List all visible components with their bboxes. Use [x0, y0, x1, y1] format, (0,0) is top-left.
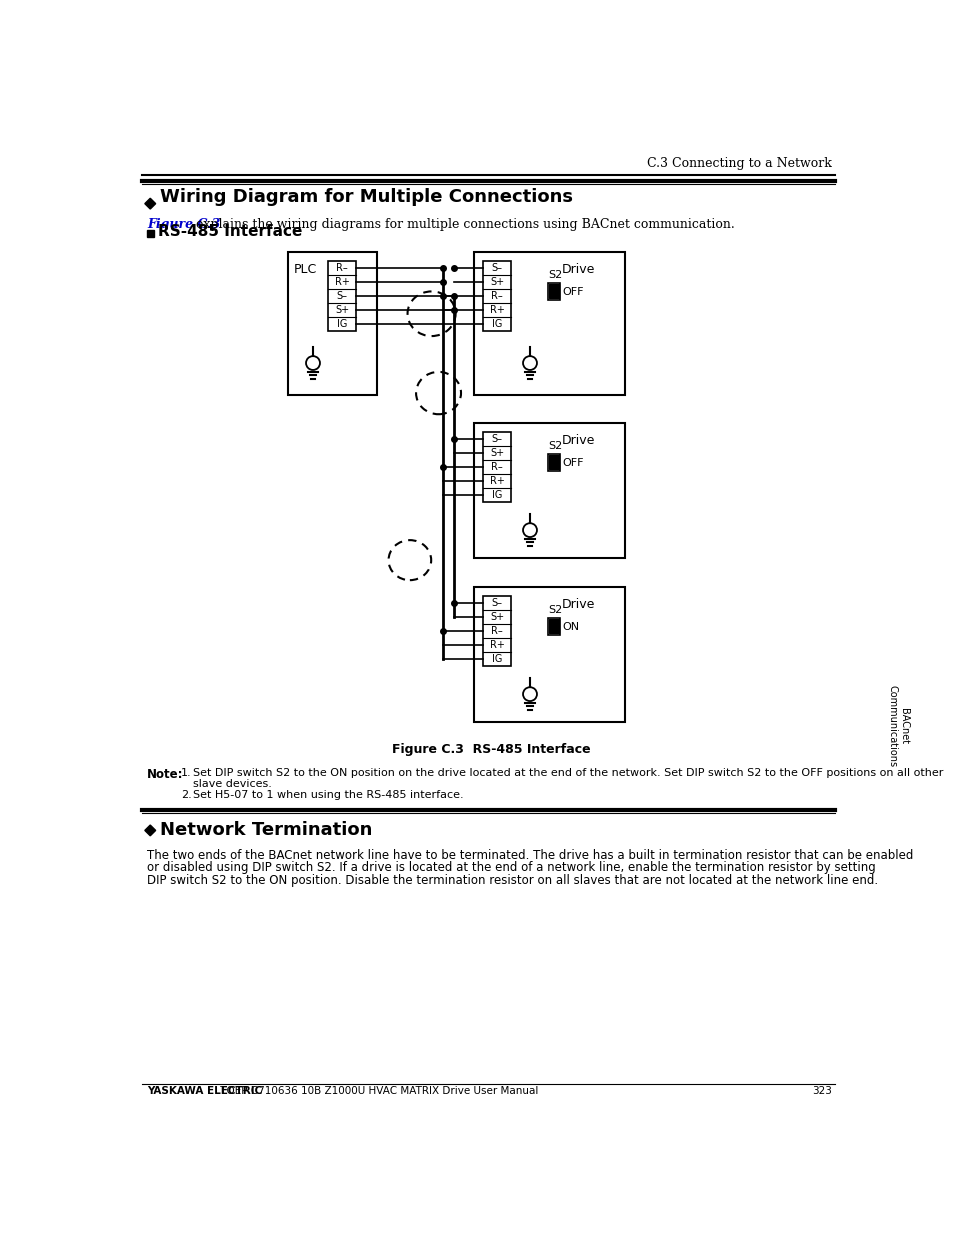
Text: slave devices.: slave devices.: [193, 779, 272, 789]
Text: R+: R+: [489, 305, 504, 315]
Text: RS-485 Interface: RS-485 Interface: [158, 224, 302, 238]
Text: 1.: 1.: [181, 768, 192, 778]
Polygon shape: [145, 825, 155, 836]
Bar: [474, 424, 624, 558]
Text: R–: R–: [491, 626, 502, 636]
Text: R–: R–: [491, 462, 502, 472]
Text: C.3 Connecting to a Network: C.3 Connecting to a Network: [647, 157, 831, 170]
Text: S2: S2: [547, 605, 561, 615]
Text: Figure C.3: Figure C.3: [147, 217, 220, 231]
Text: Note:: Note:: [147, 768, 184, 781]
Bar: [483, 432, 510, 501]
Text: ON: ON: [562, 622, 579, 632]
Text: OFF: OFF: [562, 458, 583, 468]
Text: S–: S–: [336, 291, 347, 301]
Text: BACnet
Communications: BACnet Communications: [887, 685, 908, 767]
Text: S–: S–: [491, 263, 502, 273]
Text: YASKAWA ELECTRIC: YASKAWA ELECTRIC: [147, 1087, 262, 1097]
Text: Drive: Drive: [561, 598, 595, 610]
Text: IG: IG: [492, 653, 501, 663]
Bar: [547, 454, 559, 471]
Text: Drive: Drive: [561, 263, 595, 275]
Bar: [328, 262, 355, 331]
Text: S+: S+: [490, 448, 503, 458]
Text: R+: R+: [335, 277, 349, 288]
Text: S–: S–: [491, 598, 502, 609]
Text: IG: IG: [492, 319, 501, 329]
Polygon shape: [145, 199, 155, 209]
Bar: [474, 587, 624, 721]
Text: S+: S+: [490, 613, 503, 622]
Text: S–: S–: [491, 435, 502, 445]
Text: Figure C.3  RS-485 Interface: Figure C.3 RS-485 Interface: [392, 743, 590, 756]
Bar: [288, 252, 377, 395]
Text: PLC: PLC: [294, 263, 316, 275]
Text: explains the wiring diagrams for multiple connections using BACnet communication: explains the wiring diagrams for multipl…: [192, 217, 734, 231]
Text: The two ends of the BACnet network line have to be terminated. The drive has a b: The two ends of the BACnet network line …: [147, 848, 913, 862]
Text: Drive: Drive: [561, 433, 595, 447]
Bar: [483, 262, 510, 331]
Text: R–: R–: [335, 263, 348, 273]
Text: 323: 323: [812, 1087, 831, 1097]
Text: Network Termination: Network Termination: [159, 821, 372, 840]
Text: or disabled using DIP switch S2. If a drive is located at the end of a network l: or disabled using DIP switch S2. If a dr…: [147, 861, 875, 874]
Bar: [483, 597, 510, 666]
Text: Set DIP switch S2 to the ON position on the drive located at the end of the netw: Set DIP switch S2 to the ON position on …: [193, 768, 943, 778]
Text: Wiring Diagram for Multiple Connections: Wiring Diagram for Multiple Connections: [159, 188, 572, 206]
Text: IG: IG: [492, 490, 501, 500]
Bar: [147, 230, 154, 237]
Text: S2: S2: [547, 270, 561, 280]
Text: DIP switch S2 to the ON position. Disable the termination resistor on all slaves: DIP switch S2 to the ON position. Disabl…: [147, 873, 878, 887]
Text: S+: S+: [335, 305, 349, 315]
Text: R+: R+: [489, 475, 504, 485]
Text: C: C: [890, 973, 913, 1003]
Bar: [547, 283, 559, 300]
Bar: [549, 456, 558, 469]
Text: R–: R–: [491, 291, 502, 301]
Bar: [549, 620, 558, 634]
Bar: [549, 284, 558, 299]
Text: S+: S+: [490, 277, 503, 288]
Text: 2.: 2.: [181, 789, 192, 799]
Text: Set H5-07 to 1 when using the RS-485 interface.: Set H5-07 to 1 when using the RS-485 int…: [193, 789, 463, 799]
Bar: [547, 618, 559, 635]
Text: R+: R+: [489, 640, 504, 650]
Text: TOEP C710636 10B Z1000U HVAC MATRIX Drive User Manual: TOEP C710636 10B Z1000U HVAC MATRIX Driv…: [216, 1087, 537, 1097]
Bar: [474, 252, 624, 395]
Text: OFF: OFF: [562, 288, 583, 298]
Text: S2: S2: [547, 441, 561, 451]
Text: IG: IG: [336, 319, 347, 329]
